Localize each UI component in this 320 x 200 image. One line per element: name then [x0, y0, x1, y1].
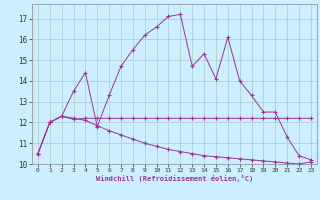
X-axis label: Windchill (Refroidissement éolien,°C): Windchill (Refroidissement éolien,°C)	[96, 175, 253, 182]
